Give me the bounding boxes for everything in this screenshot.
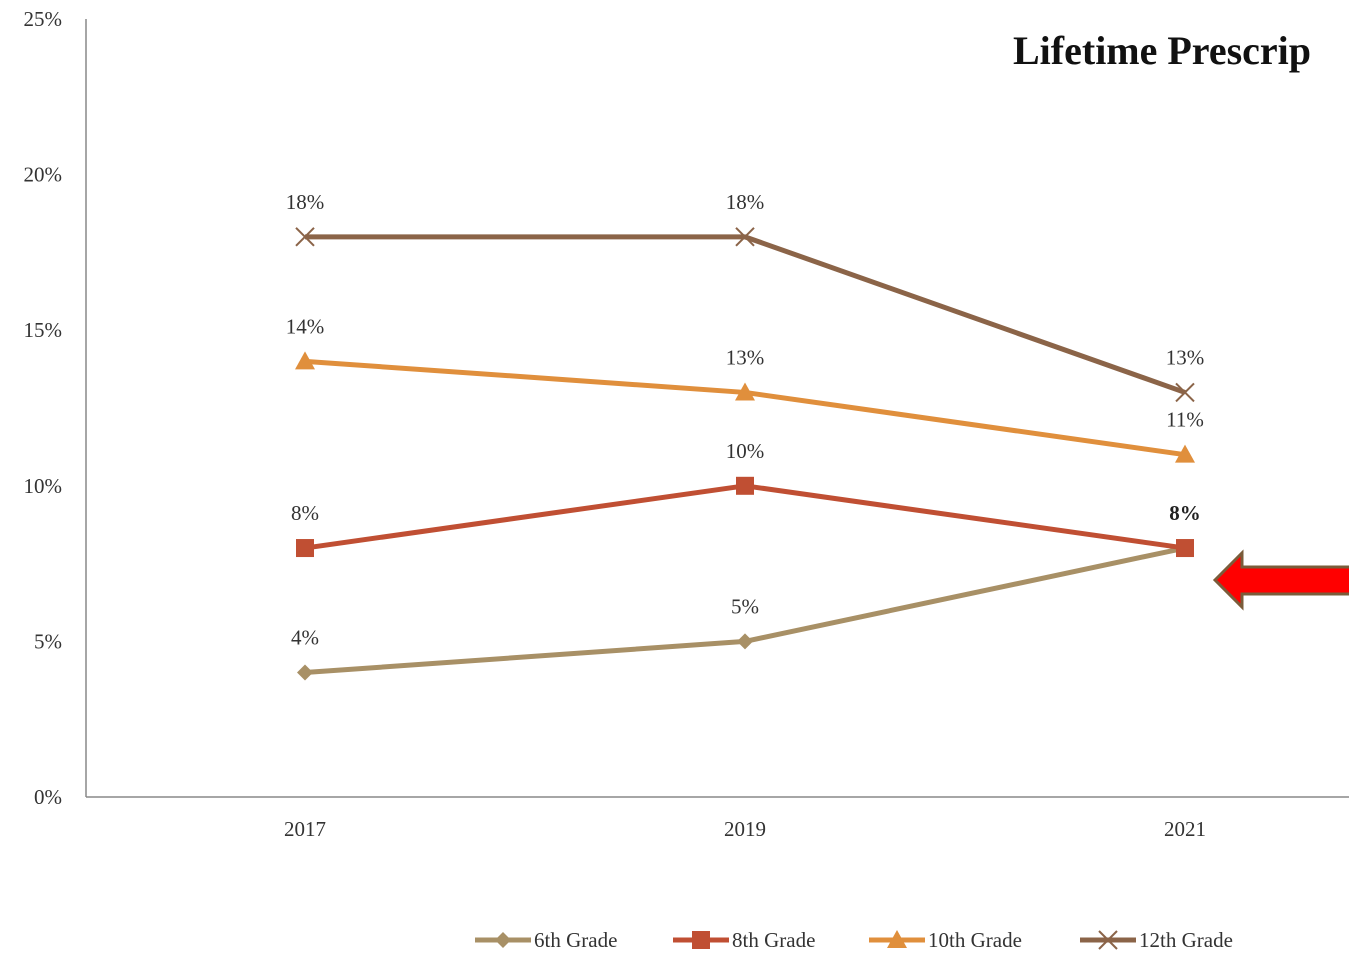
- data-label-6th-grade-2017: 4%: [291, 626, 319, 650]
- series-markers: [295, 227, 1195, 681]
- data-label-8th-grade-2017: 8%: [291, 501, 319, 525]
- x-tick-label: 2017: [284, 817, 326, 841]
- legend: 6th Grade 8th Grade 10th Grade 12th Grade: [475, 928, 1233, 952]
- point-12th-grade-2019: [735, 227, 755, 247]
- point-6th-grade-2017: [297, 664, 313, 681]
- y-tick-label: 25%: [24, 7, 63, 31]
- legend-marker: [692, 931, 710, 949]
- legend-label: 8th Grade: [732, 928, 815, 952]
- x-marker-stroke: [1098, 930, 1118, 950]
- data-label-8th-grade-2021: 8%: [1169, 501, 1201, 525]
- y-tick-label: 5%: [34, 629, 62, 653]
- point-12th-grade-2021: [1175, 382, 1195, 403]
- legend-label: 10th Grade: [928, 928, 1022, 952]
- callout-arrow-shape: [1212, 549, 1349, 611]
- point-10th-grade-2017: [295, 351, 315, 370]
- legend-item-12th-grade: 12th Grade: [1080, 928, 1233, 952]
- legend-label: 6th Grade: [534, 928, 617, 952]
- point-10th-grade-2019: [735, 382, 755, 401]
- data-label-8th-grade-2019: 10%: [726, 439, 765, 463]
- x-tick-label: 2021: [1164, 817, 1206, 841]
- y-tick-label: 20%: [24, 163, 63, 187]
- chart-title: Lifetime Prescrip: [1013, 28, 1311, 73]
- callout-arrow: [1212, 549, 1349, 611]
- point-12th-grade-2017: [295, 227, 315, 247]
- series-line-8th-grade: [304, 483, 1186, 551]
- data-label-10th-grade-2017: 14%: [286, 314, 325, 338]
- legend-marker: [495, 932, 511, 948]
- legend-label: 12th Grade: [1139, 928, 1233, 952]
- point-8th-grade-2021: [1176, 539, 1194, 558]
- data-label-12th-grade-2019: 18%: [726, 190, 765, 214]
- y-tick-label: 15%: [24, 318, 63, 342]
- x-marker-stroke: [735, 227, 755, 247]
- legend-item-6th-grade: 6th Grade: [475, 928, 617, 952]
- point-8th-grade-2019: [736, 476, 754, 495]
- legend-item-10th-grade: 10th Grade: [869, 928, 1022, 952]
- data-label-12th-grade-2017: 18%: [286, 190, 325, 214]
- legend-marker: [887, 930, 907, 948]
- data-label-6th-grade-2019: 5%: [731, 594, 759, 618]
- axes: 0% 5% 10% 15% 20% 25% 2017 2019 2021: [24, 7, 1349, 841]
- y-tick-label: 10%: [24, 474, 63, 498]
- point-10th-grade-2021: [1175, 444, 1195, 463]
- y-tick-label: 0%: [34, 785, 62, 809]
- x-tick-label: 2019: [724, 817, 766, 841]
- data-label-12th-grade-2021: 13%: [1166, 345, 1205, 369]
- x-marker-stroke: [1175, 382, 1195, 403]
- point-6th-grade-2019: [737, 633, 753, 650]
- legend-marker: [1098, 930, 1118, 950]
- data-label-10th-grade-2021: 11%: [1166, 408, 1204, 432]
- legend-item-8th-grade: 8th Grade: [673, 928, 815, 952]
- data-label-10th-grade-2019: 13%: [726, 345, 765, 369]
- data-labels: 4% 5% 8% 10% 8% 14% 13% 11% 18% 18% 13%: [286, 190, 1205, 650]
- x-marker-stroke: [295, 227, 315, 247]
- point-8th-grade-2017: [296, 539, 314, 558]
